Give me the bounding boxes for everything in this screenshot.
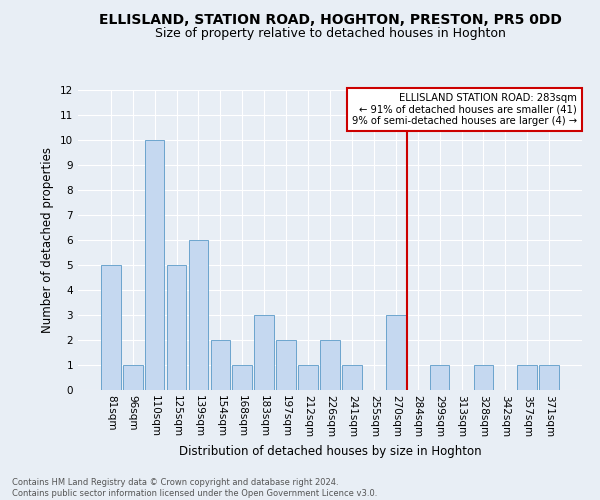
Bar <box>145 140 164 390</box>
Bar <box>188 240 208 390</box>
Bar <box>320 340 340 390</box>
Text: ELLISLAND STATION ROAD: 283sqm
← 91% of detached houses are smaller (41)
9% of s: ELLISLAND STATION ROAD: 283sqm ← 91% of … <box>352 93 577 126</box>
Bar <box>539 365 559 390</box>
Bar <box>430 365 449 390</box>
Bar <box>298 365 318 390</box>
Text: Contains HM Land Registry data © Crown copyright and database right 2024.
Contai: Contains HM Land Registry data © Crown c… <box>12 478 377 498</box>
Text: ELLISLAND, STATION ROAD, HOGHTON, PRESTON, PR5 0DD: ELLISLAND, STATION ROAD, HOGHTON, PRESTO… <box>98 12 562 26</box>
Bar <box>342 365 362 390</box>
Bar <box>473 365 493 390</box>
Bar <box>517 365 537 390</box>
Bar <box>232 365 252 390</box>
Bar <box>101 265 121 390</box>
Bar <box>211 340 230 390</box>
Y-axis label: Number of detached properties: Number of detached properties <box>41 147 55 333</box>
X-axis label: Distribution of detached houses by size in Hoghton: Distribution of detached houses by size … <box>179 446 481 458</box>
Text: Size of property relative to detached houses in Hoghton: Size of property relative to detached ho… <box>155 28 505 40</box>
Bar <box>123 365 143 390</box>
Bar <box>276 340 296 390</box>
Bar <box>167 265 187 390</box>
Bar <box>254 315 274 390</box>
Bar <box>386 315 406 390</box>
